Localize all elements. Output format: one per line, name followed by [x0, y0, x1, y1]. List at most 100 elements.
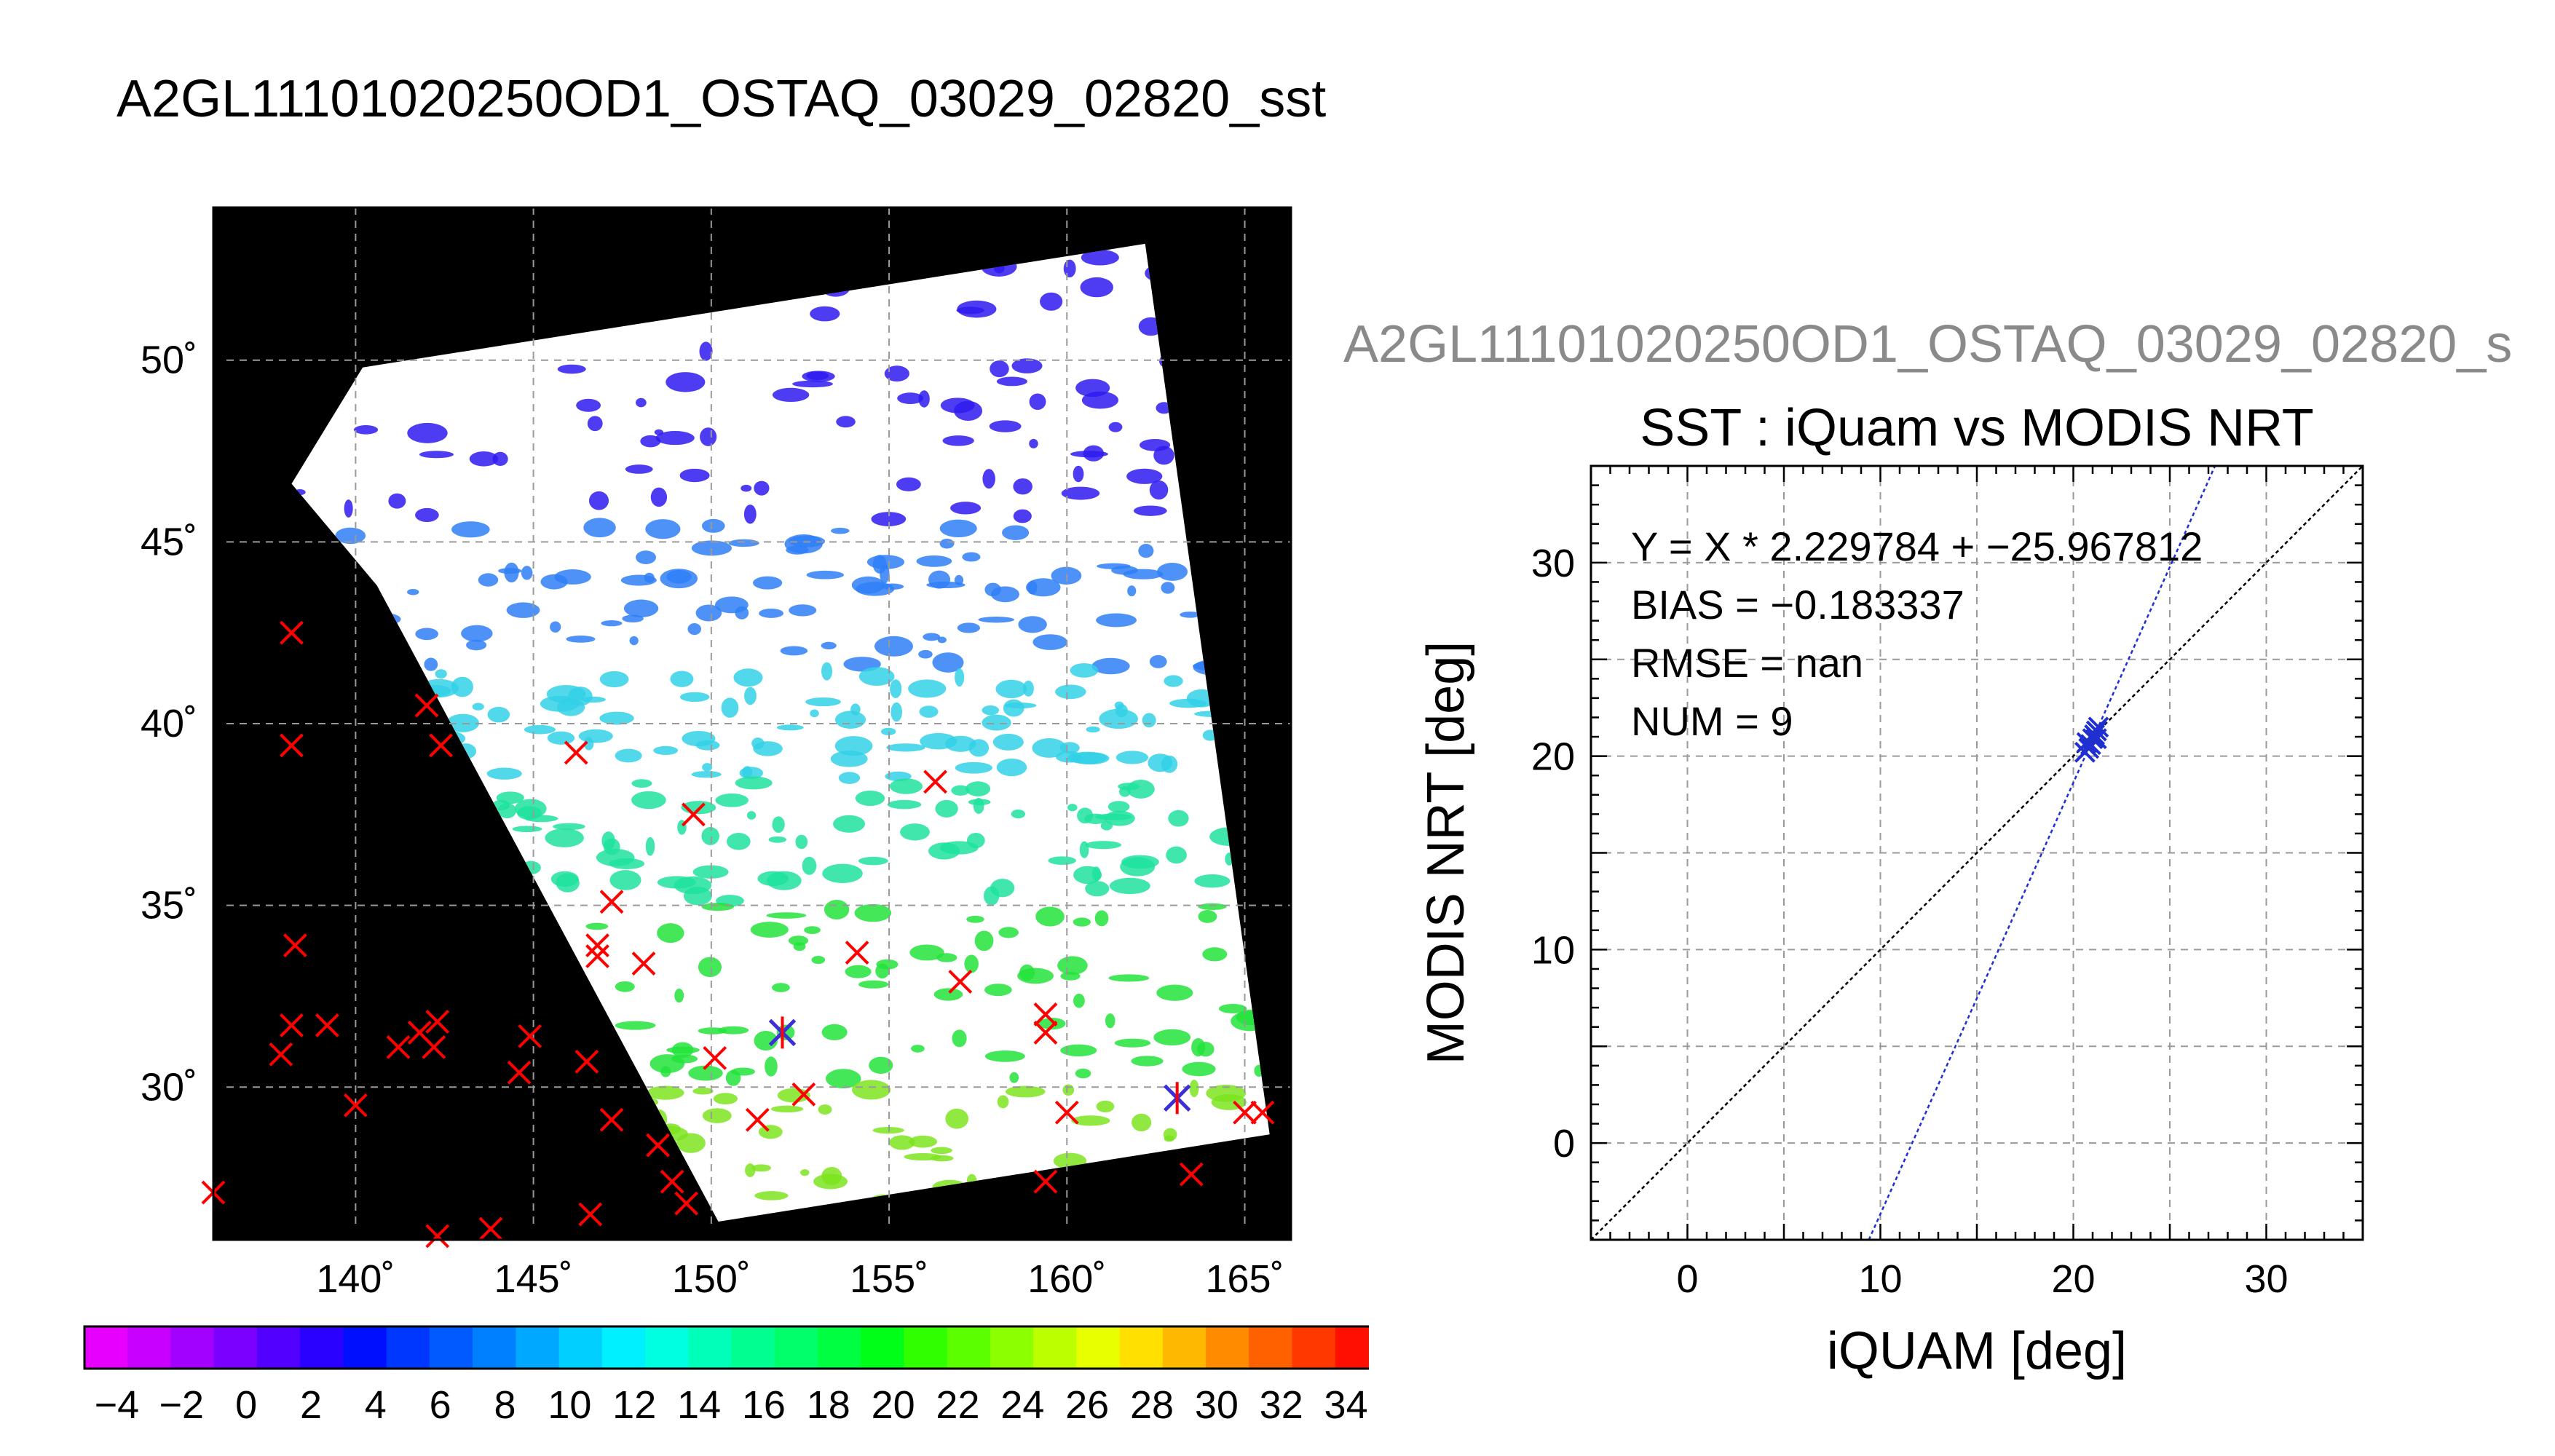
scatter-ytick-label: 20 — [1531, 735, 1575, 779]
colorbar-bin — [127, 1326, 171, 1369]
matchup-marker — [1233, 1100, 1257, 1125]
scatter-ytick-label: 0 — [1553, 1122, 1575, 1166]
matchup-marker — [269, 1042, 293, 1067]
scatter-xtick-label: 30 — [2244, 1257, 2288, 1301]
colorbar-tick-label: 16 — [742, 1383, 786, 1427]
sst-map-plot: 140˚ 145˚ 150˚ 155˚ 160˚ 165˚ 30˚ 35˚ 40˚ 45˚ 50˚ −… — [83, 206, 1369, 1427]
matchup-marker — [948, 970, 973, 994]
matchup-marker — [1250, 1100, 1275, 1125]
map-ytick-label: 35˚ — [141, 884, 197, 927]
matchup-marker — [518, 1024, 542, 1048]
scatter-points — [2074, 716, 2109, 763]
colorbar-tick-label: 28 — [1130, 1383, 1174, 1427]
colorbar-tick-label: 22 — [936, 1383, 979, 1427]
matchup-marker — [631, 951, 656, 976]
colorbar-tick-label: 12 — [612, 1383, 656, 1427]
colorbar-tick-label: 6 — [430, 1383, 451, 1427]
colorbar-bin — [731, 1326, 775, 1369]
colorbar-tick-label: 10 — [548, 1383, 591, 1427]
colorbar-tick-label: 34 — [1324, 1383, 1368, 1427]
colorbar-tick-label: −2 — [159, 1383, 204, 1427]
scatter-ytick-label: 30 — [1531, 542, 1575, 585]
colorbar-bin — [1335, 1326, 1369, 1369]
matchup-marker — [845, 941, 869, 965]
identity-line — [1591, 466, 2363, 1240]
map-ytick-label: 40˚ — [141, 702, 197, 745]
colorbar-bin — [1249, 1326, 1293, 1369]
colorbar-tick-label: 18 — [807, 1383, 850, 1427]
colorbar-bin — [1119, 1326, 1164, 1369]
scatter-xtick-label: 10 — [1858, 1257, 1902, 1301]
fit-bias: BIAS = −0.183337 — [1631, 582, 1964, 628]
map-xtick-label: 150˚ — [672, 1257, 751, 1301]
map-xtick-label: 155˚ — [850, 1257, 928, 1301]
colorbar-bin — [601, 1326, 646, 1369]
highlight-marker — [768, 1016, 797, 1049]
matchup-marker — [1033, 1002, 1058, 1026]
scatter-lines — [1591, 466, 2363, 1240]
matchup-marker — [414, 693, 439, 718]
matchup-marker — [429, 733, 454, 758]
fit-num: NUM = 9 — [1631, 698, 1793, 744]
map-xtick-label: 160˚ — [1027, 1257, 1106, 1301]
colorbar-bin — [817, 1326, 861, 1369]
matchup-marker — [283, 933, 307, 957]
colorbar-bin — [1292, 1326, 1336, 1369]
map-ytick-label: 45˚ — [141, 520, 197, 563]
colorbar-bin — [1206, 1326, 1249, 1369]
colorbar-bin — [1162, 1326, 1207, 1369]
colorbar-bin — [343, 1326, 387, 1369]
colorbar-tick-label: 4 — [365, 1383, 387, 1427]
matchup-marker — [574, 1049, 599, 1074]
matchup-marker — [674, 1191, 699, 1216]
fit-stats: Y = X * 2.229784 + −25.967812 BIAS = −0.1… — [1631, 523, 2203, 744]
colorbar-bin — [947, 1326, 991, 1369]
matchup-marker — [425, 1010, 450, 1034]
colorbar-tick-label: 24 — [1000, 1383, 1044, 1427]
map-xtick-label: 165˚ — [1205, 1257, 1284, 1301]
colorbar-bin — [386, 1326, 430, 1369]
scatter-xtick-label: 20 — [2051, 1257, 2095, 1301]
matchup-marker — [280, 620, 304, 645]
matchup-marker — [599, 890, 624, 914]
colorbar-bin — [904, 1326, 948, 1369]
colorbar-bin — [516, 1326, 560, 1369]
colorbar-tick-label: 30 — [1195, 1383, 1239, 1427]
figure-title: A2GL11101020250OD1_OSTAQ_03029_02820_sst — [117, 70, 1327, 128]
matchup-marker — [681, 802, 706, 827]
scatter-plot: SST : iQuam vs MODIS NRT 0 0 10 10 20 20 30 30 iQ… — [1417, 399, 2364, 1380]
scatter-grid — [1591, 466, 2363, 1240]
colorbar-tick-label: 14 — [677, 1383, 721, 1427]
colorbar-tick-label: 20 — [872, 1383, 915, 1427]
matchup-marker — [422, 1034, 446, 1059]
colorbar-bin — [774, 1326, 818, 1369]
colorbar-tick-label: 32 — [1260, 1383, 1303, 1427]
matchup-marker — [660, 1169, 684, 1194]
matchup-marker — [1033, 1169, 1058, 1194]
map-xtick-label: 140˚ — [316, 1257, 395, 1301]
colorbar-bin — [1076, 1326, 1121, 1369]
matchup-marker — [585, 933, 609, 957]
matchup-marker — [646, 1133, 670, 1158]
map-ytick-label: 30˚ — [141, 1065, 197, 1109]
colorbar-bin — [213, 1326, 258, 1369]
matchup-marker — [564, 740, 588, 765]
colorbar-tick-label: −4 — [95, 1383, 140, 1427]
scatter-axes: 0 0 10 10 20 20 30 30 iQUAM [deg] MODIS NRT [deg] — [1417, 464, 2364, 1380]
map-grid — [213, 207, 1291, 1240]
colorbar-bin — [473, 1326, 516, 1369]
highlight-marker — [1163, 1082, 1191, 1115]
colorbar-bin — [256, 1326, 301, 1369]
colorbar-bin — [300, 1326, 344, 1369]
colorbar-bin — [688, 1326, 732, 1369]
colorbar-bin — [558, 1326, 603, 1369]
matchup-marker — [1179, 1162, 1204, 1187]
sst-zone-43 — [291, 518, 1270, 676]
fit-equation: Y = X * 2.229784 + −25.967812 — [1631, 523, 2203, 569]
scatter-xtick-label: 0 — [1676, 1257, 1698, 1301]
colorbar-tick-label: 8 — [494, 1383, 516, 1427]
matchup-marker — [343, 1093, 368, 1117]
scatter-title: SST : iQuam vs MODIS NRT — [1640, 399, 2314, 457]
colorbar-bin — [170, 1326, 215, 1369]
matchup-marker — [745, 1107, 770, 1132]
